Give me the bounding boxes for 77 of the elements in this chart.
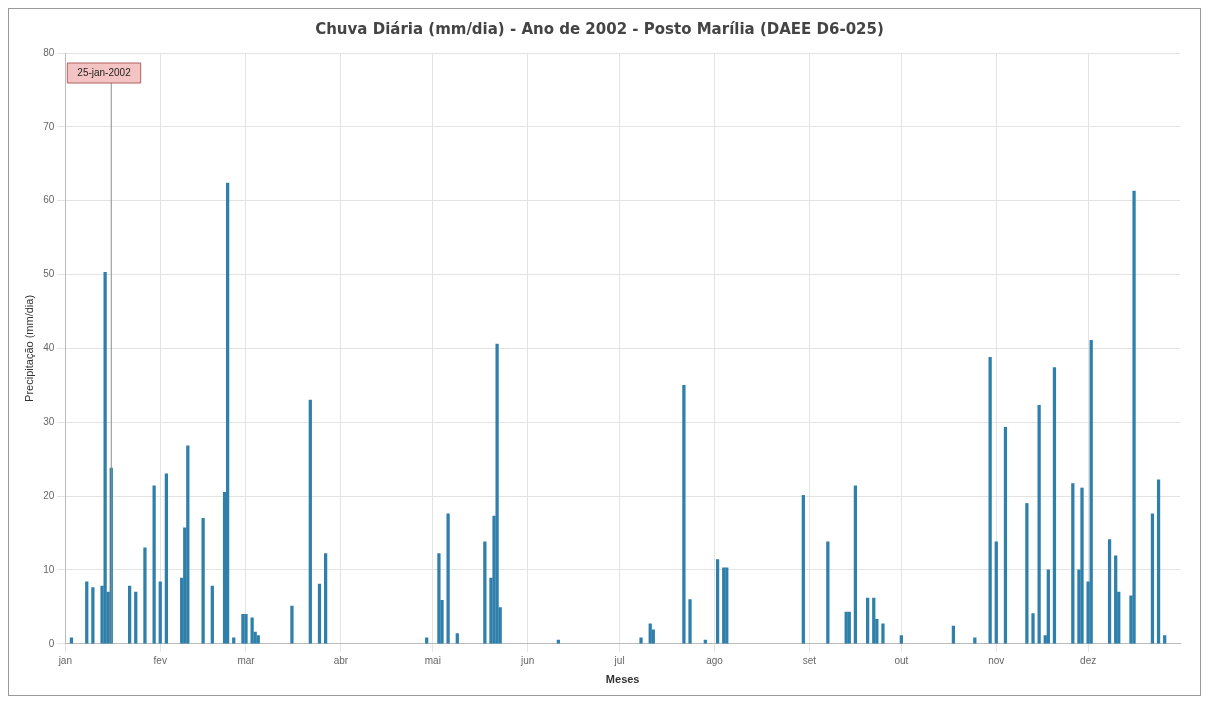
bar xyxy=(1031,613,1035,644)
x-tick-label: mar xyxy=(237,654,256,666)
y-axis-title: Precipitação (mm/dia) xyxy=(22,294,35,402)
bar xyxy=(308,399,312,644)
ref-line-label: 25-jan-2002 xyxy=(77,66,132,78)
bar xyxy=(1025,503,1029,644)
bar xyxy=(164,473,169,644)
bar xyxy=(872,597,876,644)
x-tick-label: jul xyxy=(613,654,625,666)
bar xyxy=(437,553,441,644)
x-tick-label: out xyxy=(894,654,909,666)
bar xyxy=(134,591,138,644)
x-tick-label: nov xyxy=(988,654,1005,666)
bar xyxy=(226,182,230,644)
x-tick-label: dez xyxy=(1080,654,1097,666)
bar xyxy=(103,272,107,644)
chart-title: Chuva Diária (mm/dia) - Ano de 2002 - Posto Marília (DAEE D6-025) xyxy=(315,19,884,38)
x-tick-label: jun xyxy=(520,654,535,666)
bar xyxy=(91,587,95,644)
bar xyxy=(128,585,132,644)
x-tick-label: fev xyxy=(153,654,167,666)
bar xyxy=(639,637,643,644)
bar xyxy=(290,605,294,644)
bar xyxy=(1037,404,1041,644)
bar xyxy=(85,581,89,644)
y-tick-label: 30 xyxy=(43,416,55,427)
bar xyxy=(725,567,729,644)
bar xyxy=(158,581,162,644)
bar xyxy=(853,485,858,644)
bar xyxy=(1150,513,1155,644)
y-tick-label: 50 xyxy=(43,268,55,280)
bar xyxy=(682,385,686,644)
bar xyxy=(143,547,147,644)
y-tick-label: 0 xyxy=(48,637,55,649)
bar xyxy=(152,485,156,644)
bar xyxy=(1132,190,1136,644)
bar xyxy=(1071,483,1075,644)
bar xyxy=(483,541,487,644)
bar xyxy=(250,617,254,644)
x-tick-label: mai xyxy=(424,654,441,666)
bar xyxy=(1114,555,1118,644)
y-tick-label: 80 xyxy=(43,46,55,58)
x-tick-label: set xyxy=(802,654,817,666)
bar xyxy=(210,585,214,644)
bar xyxy=(826,541,830,644)
y-tick-label: 20 xyxy=(43,489,55,501)
bar xyxy=(446,513,450,644)
x-axis-title: Meses xyxy=(605,673,640,686)
bar xyxy=(495,343,499,644)
x-tick-label: abr xyxy=(333,654,349,666)
bar xyxy=(186,445,190,644)
y-tick-label: 40 xyxy=(43,342,55,354)
bar xyxy=(1003,427,1008,644)
x-tick-label: ago xyxy=(706,654,724,666)
bar xyxy=(988,356,992,644)
bar xyxy=(1046,569,1050,644)
y-tick-label: 60 xyxy=(43,194,55,206)
bar xyxy=(866,597,870,644)
y-tick-label: 10 xyxy=(43,563,55,575)
bar xyxy=(994,541,998,644)
x-tick-label: jan xyxy=(57,654,72,666)
bar xyxy=(323,553,328,644)
bar xyxy=(1107,539,1112,644)
bar xyxy=(1052,367,1057,644)
bar xyxy=(1089,339,1093,644)
bar xyxy=(201,517,205,644)
bar xyxy=(1080,487,1084,644)
bar xyxy=(801,495,805,644)
y-tick-label: 70 xyxy=(43,120,55,132)
bar xyxy=(722,567,726,644)
bar xyxy=(715,559,720,644)
bar xyxy=(317,583,322,644)
bar xyxy=(241,613,245,644)
bar xyxy=(244,613,248,644)
bar xyxy=(688,599,692,644)
bar xyxy=(881,623,885,644)
bar xyxy=(1156,479,1161,644)
